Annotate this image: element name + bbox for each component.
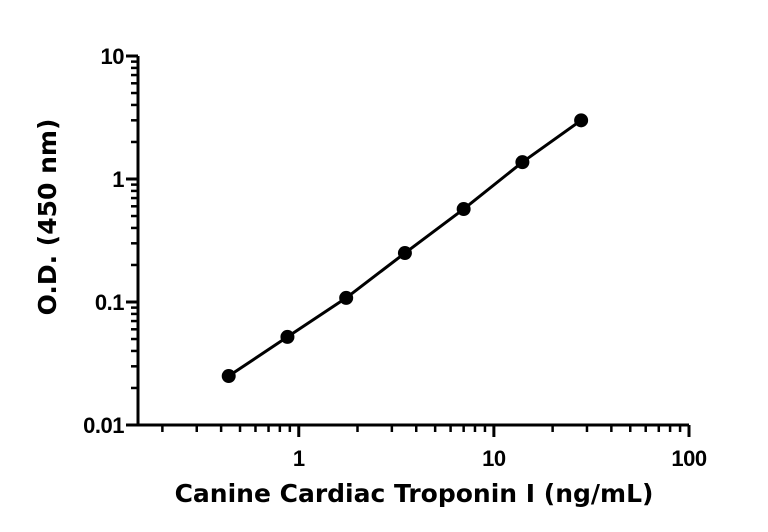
data-point-marker <box>221 369 236 384</box>
y-axis: 0.01 0.1 1 10 <box>83 44 140 438</box>
data-point-marker <box>339 290 354 305</box>
y-tick-label: 1 <box>112 167 124 192</box>
y-tick-label: 0.1 <box>95 290 124 315</box>
data-point-marker <box>456 202 471 217</box>
data-point-marker <box>574 113 589 128</box>
plot-area <box>221 113 589 384</box>
y-tick-label: 0.01 <box>83 413 124 438</box>
x-tick-label: 10 <box>482 446 506 471</box>
data-point-marker <box>280 329 295 344</box>
x-axis-title: Canine Cardiac Troponin I (ng/mL) <box>175 479 654 508</box>
x-axis: 1 10 100 <box>136 423 707 471</box>
x-tick-label: 100 <box>671 446 706 471</box>
data-point-marker <box>515 155 530 170</box>
data-point-marker <box>397 246 412 261</box>
x-tick-label: 1 <box>293 446 305 471</box>
y-axis-title: O.D. (450 nm) <box>33 119 62 316</box>
y-tick-label: 10 <box>101 44 125 69</box>
